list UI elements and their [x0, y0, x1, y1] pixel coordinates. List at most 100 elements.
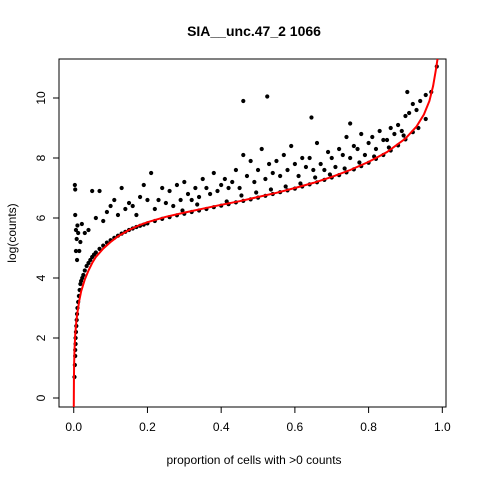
- data-point: [389, 126, 393, 130]
- data-point: [311, 168, 315, 172]
- data-point: [254, 190, 258, 194]
- data-point: [256, 168, 260, 172]
- data-point: [274, 159, 278, 163]
- data-point: [149, 171, 153, 175]
- data-point: [392, 132, 396, 136]
- data-point: [337, 147, 341, 151]
- data-point: [405, 90, 409, 94]
- data-point: [75, 223, 79, 227]
- data-point: [357, 160, 361, 164]
- data-point: [226, 186, 230, 190]
- data-point: [343, 166, 347, 170]
- data-point: [195, 202, 199, 206]
- data-point: [164, 201, 168, 205]
- fitted-curve-layer: [74, 59, 438, 407]
- data-point: [179, 198, 183, 202]
- data-point: [296, 174, 300, 178]
- data-point: [322, 168, 326, 172]
- data-point: [127, 201, 131, 205]
- data-point: [363, 153, 367, 157]
- data-point: [378, 129, 382, 133]
- data-point: [145, 198, 149, 202]
- data-point: [289, 144, 293, 148]
- data-point: [396, 123, 400, 127]
- data-point: [293, 162, 297, 166]
- plot-frame: [59, 59, 446, 407]
- data-point: [414, 108, 418, 112]
- data-point: [348, 121, 352, 125]
- x-axis-label: proportion of cells with >0 counts: [166, 453, 341, 467]
- y-tick-label: 0: [34, 394, 48, 401]
- data-point: [208, 192, 212, 196]
- data-point: [245, 174, 249, 178]
- data-point: [73, 187, 77, 191]
- data-point: [239, 193, 243, 197]
- data-point: [424, 93, 428, 97]
- data-point: [219, 183, 223, 187]
- data-point: [234, 168, 238, 172]
- data-point: [344, 135, 348, 139]
- y-axis: 0 2 4 6 8 10: [34, 91, 59, 401]
- data-point: [418, 99, 422, 103]
- x-axis: 0.0 0.2 0.4 0.6 0.8 1.0: [65, 407, 451, 434]
- y-tick-label: 10: [34, 91, 48, 105]
- data-point: [75, 258, 79, 262]
- data-point: [370, 135, 374, 139]
- data-point: [367, 141, 371, 145]
- y-tick-label: 8: [34, 154, 48, 161]
- data-point: [403, 114, 407, 118]
- data-point: [171, 204, 175, 208]
- data-point: [300, 156, 304, 160]
- data-point: [186, 192, 190, 196]
- data-point: [120, 186, 124, 190]
- data-point: [142, 183, 146, 187]
- data-point: [241, 99, 245, 103]
- data-point: [309, 115, 313, 119]
- x-tick-label: 0.4: [213, 420, 230, 434]
- x-tick-label: 0.2: [139, 420, 156, 434]
- y-tick-label: 4: [34, 274, 48, 281]
- y-axis-label: log(counts): [5, 203, 19, 262]
- data-point: [381, 138, 385, 142]
- data-point: [284, 184, 288, 188]
- data-point: [138, 195, 142, 199]
- data-point: [402, 133, 406, 137]
- data-point: [134, 213, 138, 217]
- data-point: [215, 189, 219, 193]
- data-point: [212, 171, 216, 175]
- data-point: [319, 162, 323, 166]
- data-point: [83, 231, 87, 235]
- data-point: [267, 162, 271, 166]
- data-point: [265, 94, 269, 98]
- data-points: [72, 64, 439, 379]
- data-point: [131, 204, 135, 208]
- y-tick-label: 6: [34, 214, 48, 221]
- data-point: [197, 195, 201, 199]
- x-tick-label: 0.0: [65, 420, 82, 434]
- data-point: [333, 165, 337, 169]
- chart-title: SIA__unc.47_2 1066: [187, 23, 321, 39]
- data-point: [230, 180, 234, 184]
- data-point: [123, 207, 127, 211]
- data-point: [269, 187, 273, 191]
- data-point: [193, 186, 197, 190]
- data-point: [341, 153, 345, 157]
- data-point: [304, 165, 308, 169]
- data-point: [80, 222, 84, 226]
- x-tick-label: 0.6: [287, 420, 304, 434]
- data-point: [160, 186, 164, 190]
- data-point: [241, 153, 245, 157]
- data-point: [73, 213, 77, 217]
- data-point: [359, 132, 363, 136]
- data-point: [238, 186, 242, 190]
- data-point: [77, 249, 81, 253]
- data-point: [83, 268, 87, 272]
- fitted-curve: [74, 59, 438, 407]
- data-point: [78, 240, 82, 244]
- data-point: [190, 198, 194, 202]
- data-point: [355, 147, 359, 151]
- y-tick-label: 2: [34, 334, 48, 341]
- data-point: [94, 216, 98, 220]
- data-point: [156, 198, 160, 202]
- data-point: [86, 228, 90, 232]
